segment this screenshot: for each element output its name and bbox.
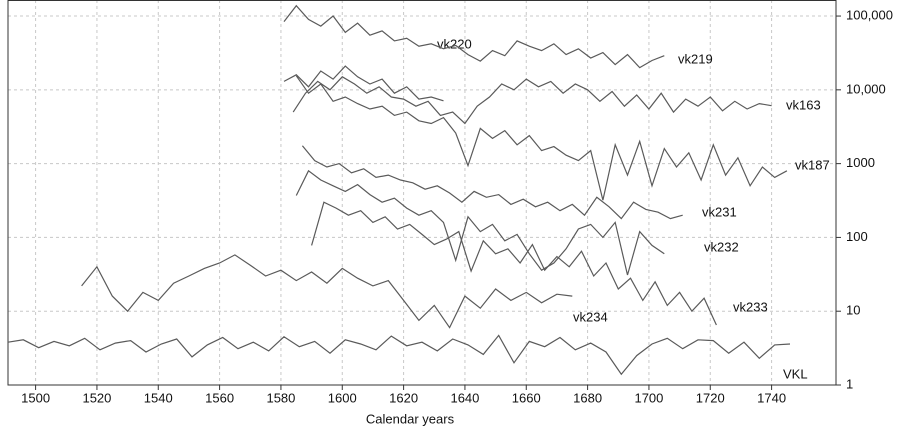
series-label: VKL xyxy=(783,366,808,381)
x-tick-label: 1740 xyxy=(757,390,786,405)
x-axis-label: Calendar years xyxy=(366,411,455,426)
series-line xyxy=(295,169,665,276)
series-line xyxy=(7,334,791,376)
x-tick-label: 1700 xyxy=(634,390,663,405)
x-tick-label: 1540 xyxy=(144,390,173,405)
series-line xyxy=(301,145,683,220)
series-line xyxy=(292,76,772,125)
series-label: vk234 xyxy=(573,309,608,324)
series-label: vk187 xyxy=(795,157,830,172)
x-tick-label: 1500 xyxy=(21,390,50,405)
x-tick-label: 1600 xyxy=(328,390,357,405)
series-line xyxy=(311,201,717,326)
x-tick-label: 1720 xyxy=(696,390,725,405)
x-tick-label: 1640 xyxy=(450,390,479,405)
x-tick-label: 1680 xyxy=(573,390,602,405)
series-line xyxy=(81,254,573,329)
x-tick-label: 1520 xyxy=(82,390,111,405)
series-label: vk220 xyxy=(437,36,472,51)
x-tick-label: 1660 xyxy=(512,390,541,405)
y-tick-label: 100,000 xyxy=(846,7,893,22)
x-tick-label: 1580 xyxy=(266,390,295,405)
x-tick-label: 1560 xyxy=(205,390,234,405)
y-tick-label: 10 xyxy=(846,303,860,318)
series-line xyxy=(283,65,444,102)
y-tick-label: 1 xyxy=(846,376,853,391)
series-line xyxy=(283,4,665,69)
plot-frame xyxy=(7,0,837,386)
series-label: vk232 xyxy=(704,239,739,254)
series-label: vk233 xyxy=(733,299,768,314)
x-tick-label: 1620 xyxy=(389,390,418,405)
series-line xyxy=(295,75,788,201)
y-tick-label: 10,000 xyxy=(846,81,886,96)
y-tick-label: 100 xyxy=(846,229,868,244)
series-label: vk231 xyxy=(702,204,737,219)
series-label: vk219 xyxy=(678,51,713,66)
y-tick-label: 1000 xyxy=(846,155,875,170)
series-label: vk163 xyxy=(786,97,821,112)
